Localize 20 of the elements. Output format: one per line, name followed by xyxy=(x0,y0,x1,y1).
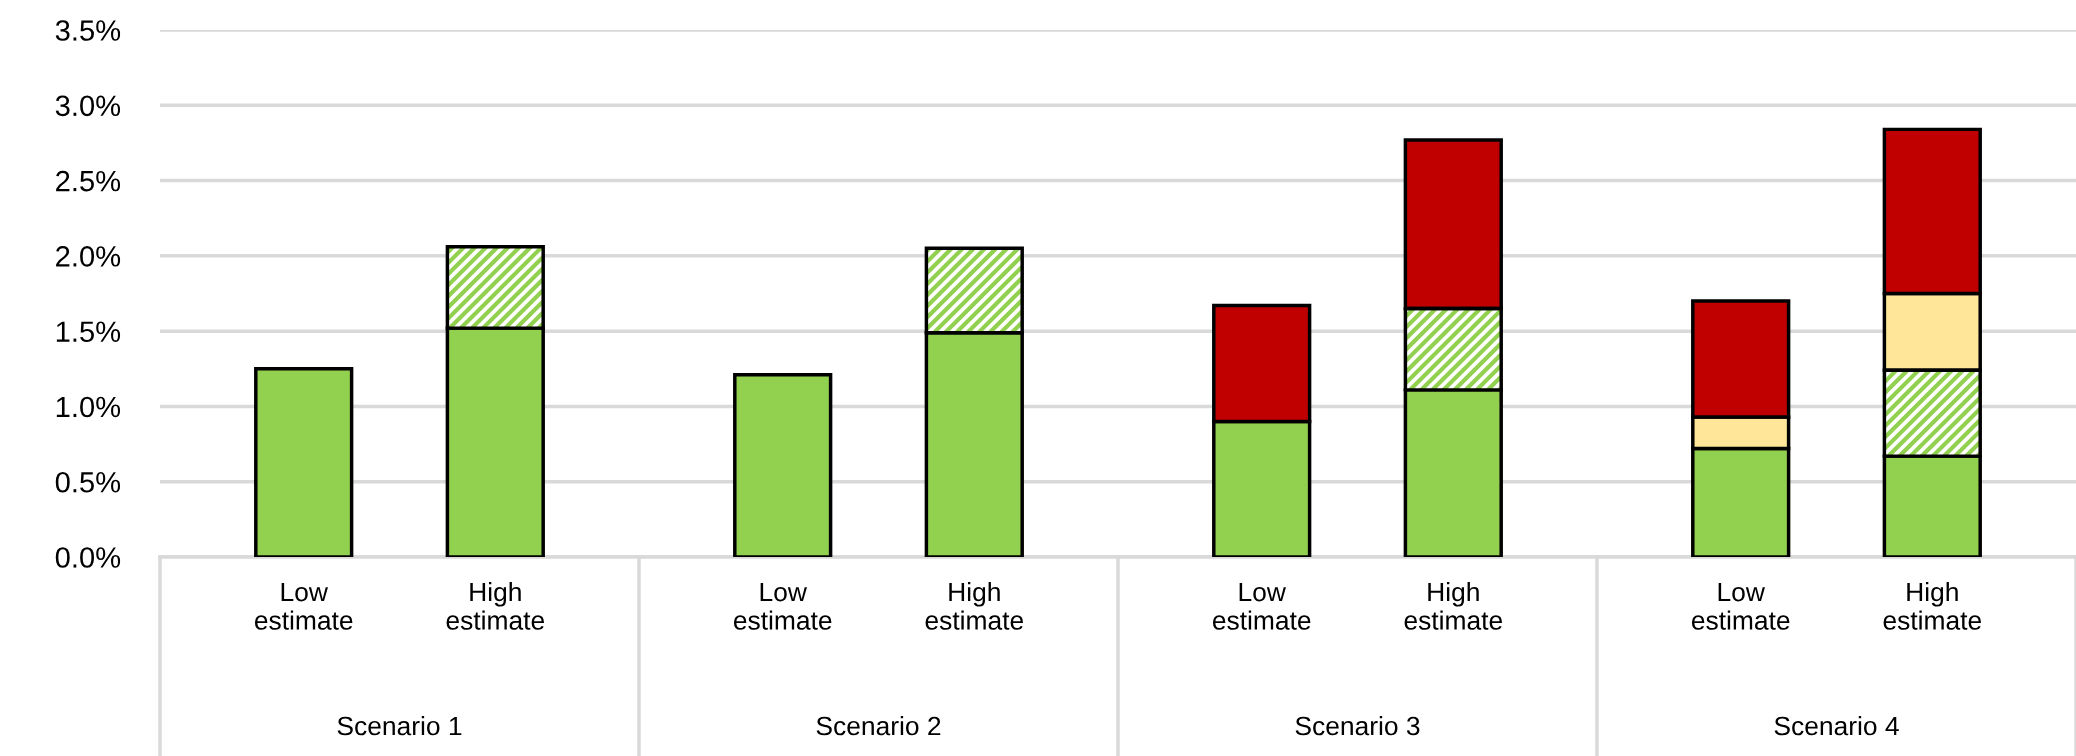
x-tick-label: High estimate xyxy=(446,582,544,630)
text: Scenario 3 xyxy=(1295,715,1420,736)
x-tick-label: High estimate xyxy=(1404,582,1502,630)
text: Scenario 2 xyxy=(816,715,941,736)
y-tick-label: 3.5% xyxy=(55,20,121,41)
x-tick-label: Low estimate xyxy=(1691,582,1790,630)
y-tick-label: 2.0% xyxy=(56,246,121,267)
y-tick-label: 2.5% xyxy=(56,170,121,192)
x-tick-label: High estimate xyxy=(925,582,1023,630)
text: Scenario 4 xyxy=(1774,715,1899,736)
y-tick-label: 3.0% xyxy=(55,95,121,117)
text: Scenario 1 xyxy=(337,715,462,736)
x-tick-label: High estimate xyxy=(1883,582,1981,630)
x-tick-label: Low estimate xyxy=(1212,582,1311,630)
y-tick-label: 1.5% xyxy=(56,321,121,342)
x-tick-label: Low estimate xyxy=(733,582,832,630)
x-tick-label: Low estimate xyxy=(254,582,353,630)
y-tick-label: 0.0% xyxy=(55,547,121,568)
y-tick-label: 0.5% xyxy=(55,471,121,493)
y-tick-label: 1.0% xyxy=(56,396,121,418)
